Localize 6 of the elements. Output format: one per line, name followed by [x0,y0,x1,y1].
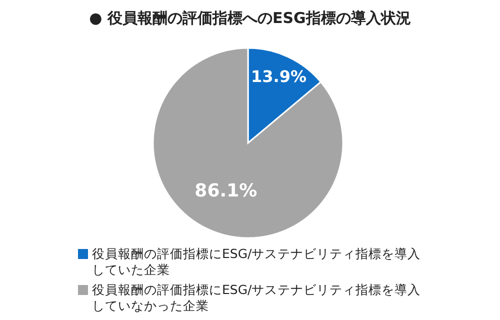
data-label: 13.9% [251,67,307,86]
pie-slice [152,47,344,239]
legend-label: 役員報酬の評価指標にESG/サステナビリティ指標を導入していなかった企業 [92,282,421,313]
data-label: 86.1% [194,180,258,202]
chart-title: ● 役員報酬の評価指標へのESG指標の導入状況 [89,9,411,27]
legend-label: 役員報酬の評価指標にESG/サステナビリティ指標を導入していた企業 [92,246,421,277]
